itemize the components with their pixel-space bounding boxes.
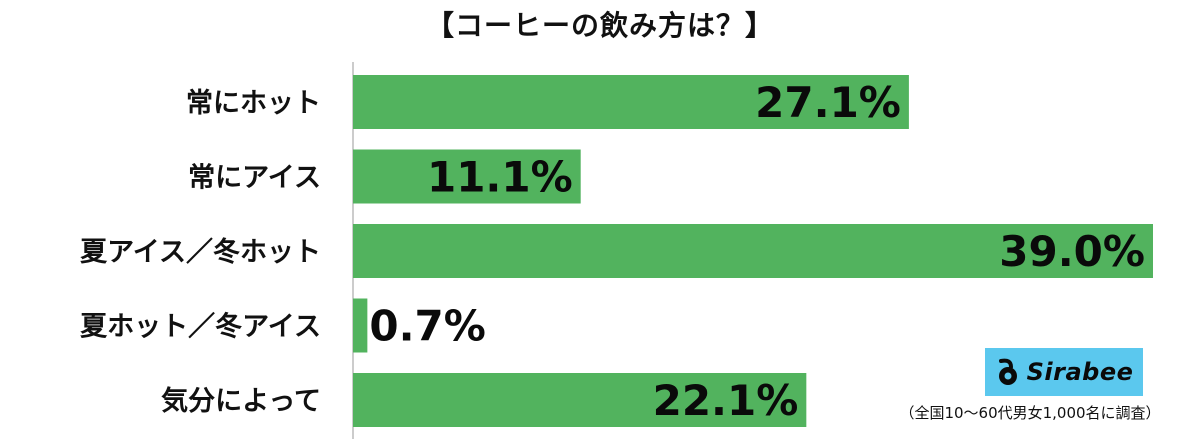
value-label-1: 27.1% [755,78,901,127]
bar-4 [353,298,368,353]
survey-footnote: （全国10〜60代男女1,000名に調査） [899,404,1161,422]
value-label-3: 39.0% [999,227,1145,276]
category-label-5: 気分によって [161,385,321,417]
bar-2 [353,149,581,204]
chart-title: 【コーヒーの飲み方は？】 [425,9,774,42]
value-label-5: 22.1% [653,376,799,425]
category-label-1: 常にホット [186,88,321,119]
value-label-2: 11.1% [427,153,573,202]
sirabee-mark-icon [998,358,1017,385]
bar-5 [353,373,807,427]
bar-1 [353,75,909,129]
sirabee-logo: Sirabee [985,348,1143,396]
category-label-2: 常にアイス [188,163,321,194]
bars-layer: 常にホット 27.1% 常にアイス 11.1% 夏アイス／冬ホット 39.0% 夏ホット／冬… [80,75,1153,427]
bar-3 [353,224,1153,278]
category-label-3: 夏アイス／冬ホット [80,236,321,268]
category-label-4: 夏ホット／冬アイス [80,311,321,343]
logo-wordmark: Sirabee [1026,358,1134,386]
value-label-4: 0.7% [369,302,485,351]
